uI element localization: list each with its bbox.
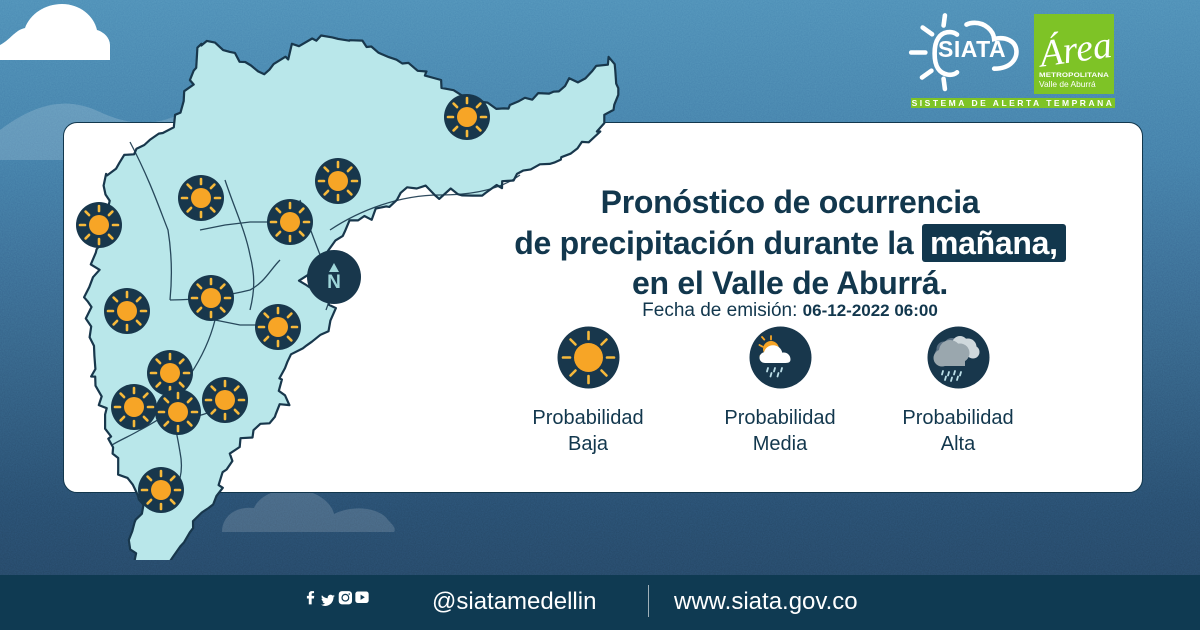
svg-text:METROPOLITANA: METROPOLITANA [1039,72,1109,79]
svg-text:Valle de Aburrá: Valle de Aburrá [1039,79,1096,89]
svg-text:N: N [327,272,341,293]
